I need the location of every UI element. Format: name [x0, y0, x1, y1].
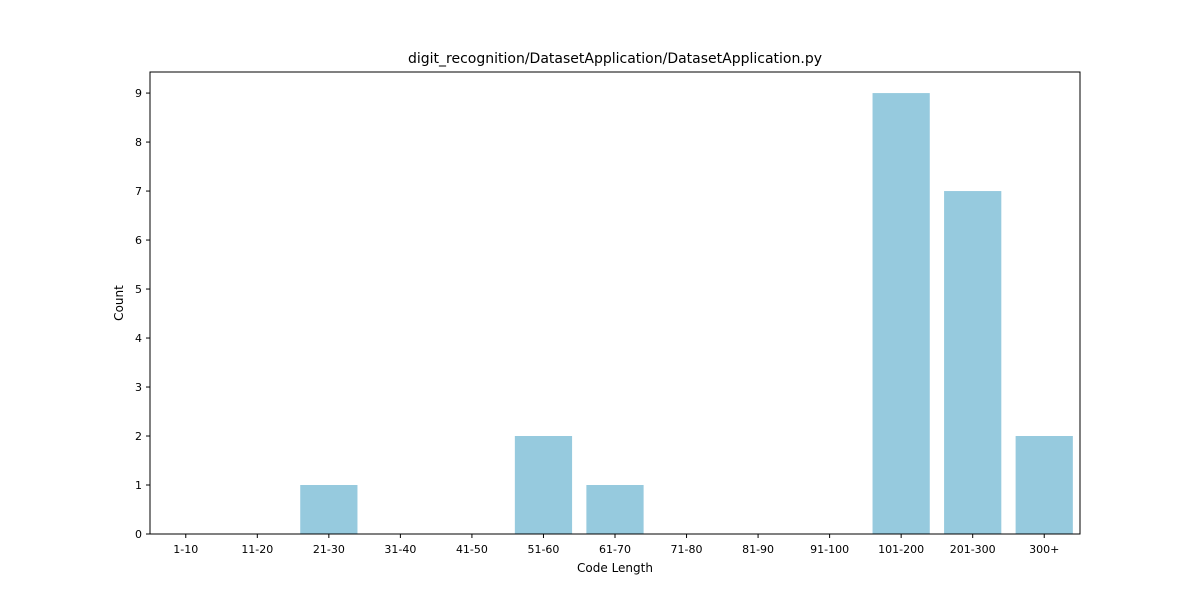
x-tick-label: 71-80 [671, 543, 703, 556]
bar-101-200 [872, 93, 930, 534]
y-tick-label: 4 [135, 332, 142, 345]
y-tick-label: 2 [135, 430, 142, 443]
bar-51-60 [514, 436, 573, 534]
y-tick-label: 6 [135, 234, 142, 247]
x-tick-label: 61-70 [599, 543, 631, 556]
y-axis-label: Count [112, 285, 126, 321]
bar-300+ [1015, 436, 1073, 534]
bar-21-30 [300, 485, 358, 534]
y-tick-label: 8 [135, 136, 142, 149]
x-tick-label: 11-20 [241, 543, 273, 556]
chart-title: digit_recognition/DatasetApplication/Dat… [408, 51, 822, 67]
x-tick-label: 51-60 [527, 543, 559, 556]
y-tick-label: 3 [135, 381, 142, 394]
y-tick-label: 7 [135, 185, 142, 198]
x-tick-label: 91-100 [810, 543, 849, 556]
x-tick-label: 31-40 [384, 543, 416, 556]
y-tick-label: 9 [135, 87, 142, 100]
bar-61-70 [586, 485, 644, 534]
x-tick-label: 41-50 [456, 543, 488, 556]
x-tick-label: 300+ [1029, 543, 1059, 556]
x-tick-label: 1-10 [173, 543, 198, 556]
y-axis: 0 1 2 3 4 5 6 7 8 9 [135, 87, 150, 541]
bars-group [300, 93, 1073, 535]
x-tick-label: 21-30 [313, 543, 345, 556]
x-tick-label: 201-300 [950, 543, 996, 556]
x-tick-label: 81-90 [742, 543, 774, 556]
y-tick-label: 5 [135, 283, 142, 296]
x-axis: 1-10 11-20 21-30 31-40 41-50 51-60 61-70 71-80 8… [173, 534, 1059, 556]
y-tick-label: 0 [135, 528, 142, 541]
bar-201-300 [944, 191, 1002, 535]
x-tick-label: 101-200 [878, 543, 924, 556]
x-axis-label: Code Length [577, 561, 653, 575]
y-tick-label: 1 [135, 479, 142, 492]
